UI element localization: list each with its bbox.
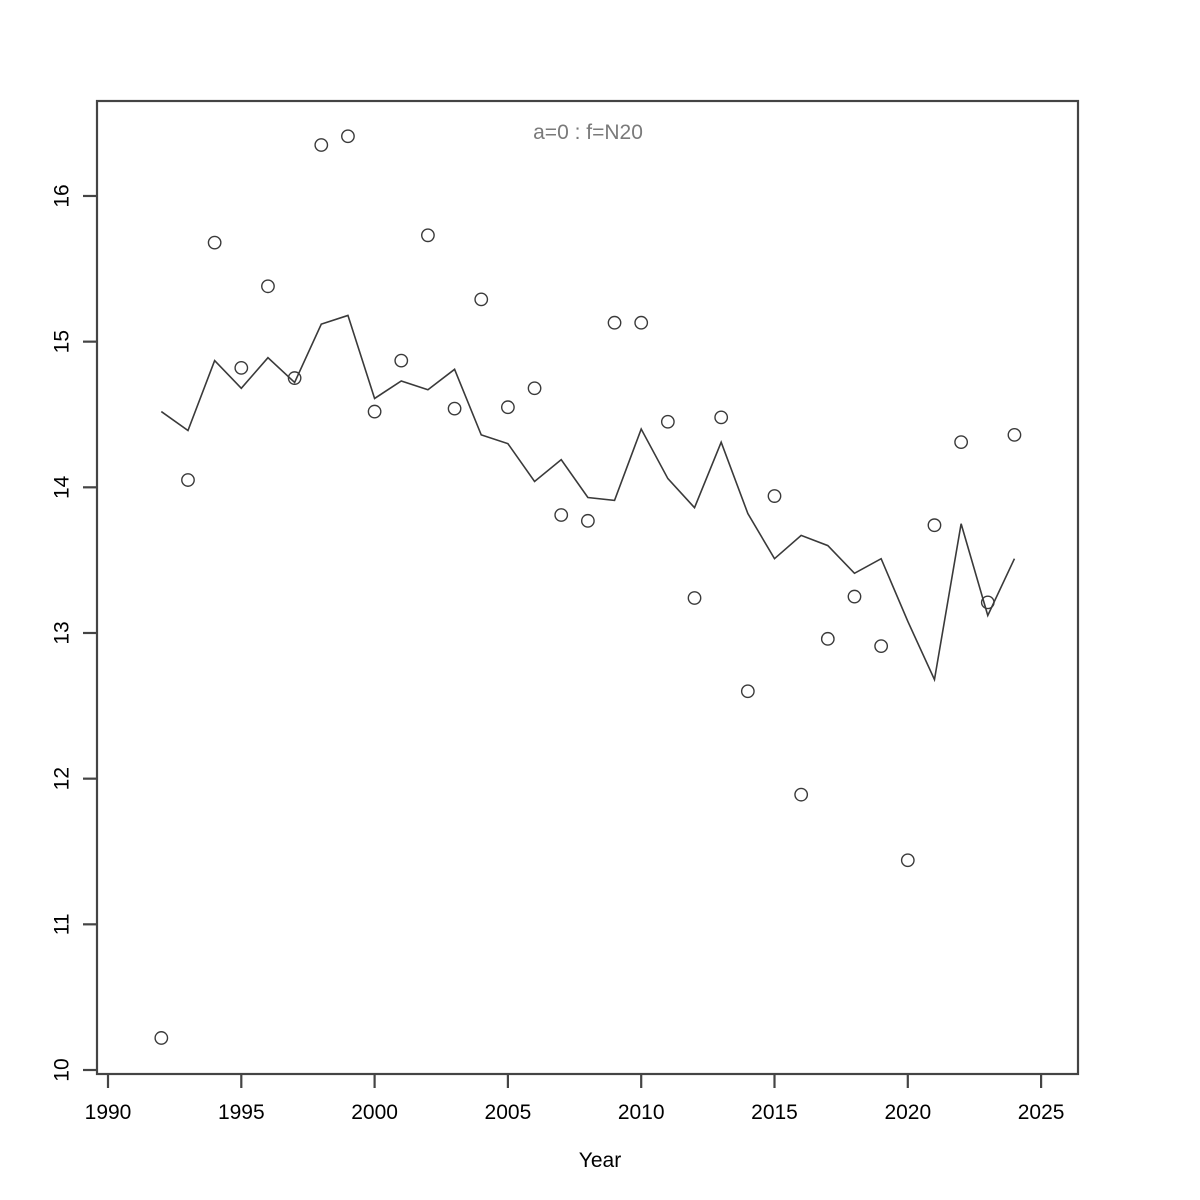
data-point-marker (980, 595, 995, 610)
y-tick-label: 10 (51, 1058, 74, 1081)
data-point-marker (954, 435, 969, 450)
x-tick-label: 2005 (485, 1101, 532, 1124)
data-point-marker (927, 518, 942, 533)
data-point-marker (714, 410, 729, 425)
data-point-marker (421, 228, 435, 243)
data-point-marker (740, 684, 755, 699)
x-tick-label: 2025 (1018, 1101, 1065, 1124)
y-axis-ticks (83, 194, 97, 1072)
data-point-marker (287, 371, 302, 385)
x-tick-label: 1995 (218, 1101, 265, 1124)
data-point-marker (341, 129, 355, 144)
data-point-marker (900, 853, 915, 868)
data-point-marker (261, 279, 275, 294)
y-tick-label: 11 (51, 913, 74, 935)
y-tick-label: 14 (51, 475, 74, 499)
data-point-marker (607, 315, 622, 330)
x-tick-label: 1990 (85, 1101, 132, 1124)
y-tick-label: 15 (51, 330, 74, 353)
data-point-marker (207, 235, 222, 250)
data-point-marker (820, 631, 835, 646)
data-point-marker (447, 401, 462, 416)
x-tick-label: 2000 (351, 1101, 398, 1124)
fitted-series-line (160, 314, 1016, 683)
data-point-marker (314, 138, 329, 152)
plot-frame (95, 99, 1080, 1076)
data-point-marker (874, 639, 889, 653)
data-point-marker (367, 404, 382, 419)
x-axis-ticks (106, 1074, 1043, 1088)
x-axis-tick-labels: 1990 1995 2000 2005 2010 2015 2020 2025 (85, 1101, 1065, 1124)
data-point-marker (660, 414, 675, 429)
data-point-marker (500, 400, 515, 415)
x-axis-title: Year (579, 1149, 621, 1172)
y-tick-label: 16 (51, 184, 74, 207)
data-point-marker (554, 508, 569, 522)
data-point-marker (580, 513, 595, 528)
chart-title: a=0 : f=N20 (533, 121, 643, 144)
data-point-marker (154, 1031, 169, 1045)
data-point-marker (687, 591, 702, 605)
data-point-marker (394, 353, 409, 368)
data-point-marker (847, 589, 862, 604)
y-tick-label: 13 (51, 621, 74, 644)
x-tick-label: 2015 (751, 1101, 798, 1124)
data-point-marker (1007, 427, 1022, 442)
x-tick-label: 2010 (618, 1101, 665, 1124)
data-point-marker (181, 473, 195, 487)
data-point-marker (474, 292, 489, 307)
y-tick-label: 12 (51, 767, 74, 790)
data-point-marker (767, 489, 782, 503)
x-tick-label: 2020 (884, 1101, 931, 1124)
data-point-marker (634, 315, 649, 330)
data-point-marker (234, 360, 249, 375)
observed-series-points (154, 129, 1022, 1045)
y-axis-tick-labels: 10 11 12 13 14 15 16 (51, 184, 74, 1081)
data-point-marker (794, 787, 809, 802)
data-point-marker (527, 381, 542, 396)
